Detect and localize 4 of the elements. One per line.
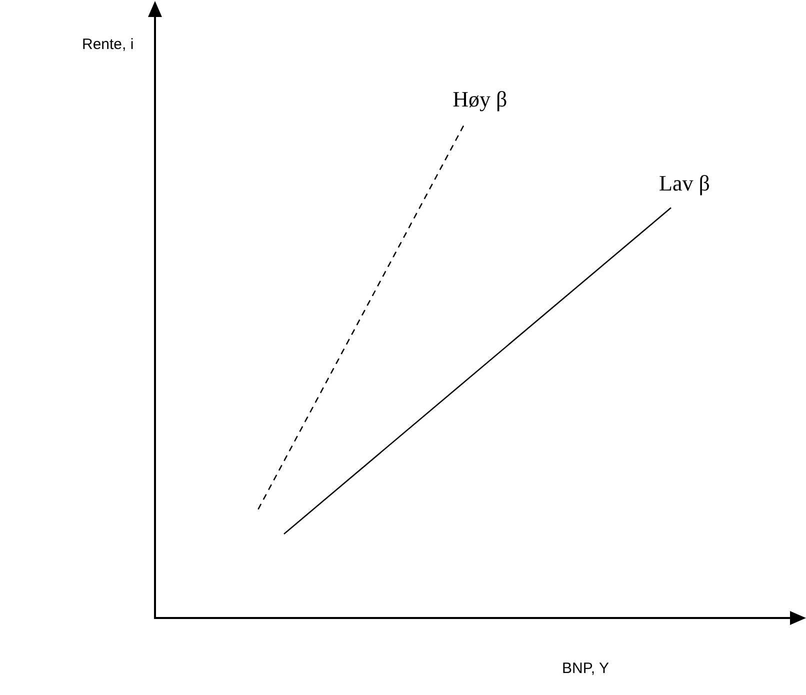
- series-label: Lav β: [659, 170, 710, 196]
- x-axis-title: BNP, Y: [562, 660, 609, 677]
- series-label: Høy β: [452, 86, 508, 112]
- y-axis-title: Rente, i: [82, 36, 134, 53]
